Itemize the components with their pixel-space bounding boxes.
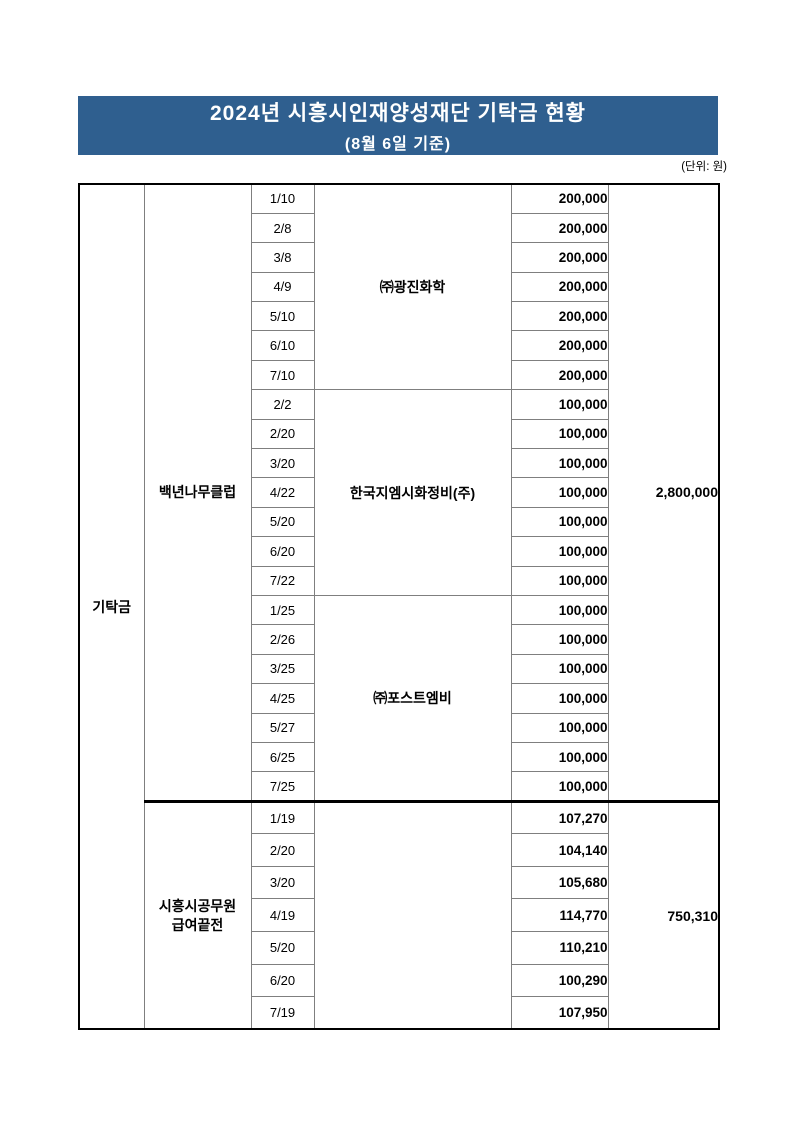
- date-cell: 3/20: [250, 448, 315, 479]
- amount-cell: 107,270: [510, 799, 609, 835]
- date-cell: 2/20: [250, 833, 315, 867]
- date-cell: 1/10: [250, 183, 315, 214]
- amount-cell: 100,000: [510, 683, 609, 714]
- amount-cell: 100,000: [510, 418, 609, 450]
- amount-cell: 107,950: [510, 996, 609, 1030]
- donor-cell: ㈜광진화학: [313, 183, 512, 391]
- amount-cell: 100,000: [510, 771, 609, 802]
- donor-cell: ㈜포스트엠비: [313, 594, 512, 802]
- date-cell: 3/25: [250, 653, 315, 685]
- amount-cell: 100,000: [510, 653, 609, 685]
- date-cell: 2/2: [250, 389, 315, 420]
- date-cell: 1/19: [250, 799, 315, 835]
- category-cell: 기탁금: [78, 183, 145, 1030]
- date-cell: 6/20: [250, 536, 315, 567]
- table-row: 3/20 105,680: [79, 865, 719, 900]
- date-cell: 7/25: [250, 771, 315, 802]
- amount-cell: 100,000: [510, 624, 609, 655]
- table-row: 6/25 100,000: [79, 741, 719, 773]
- date-cell: 4/25: [250, 683, 315, 714]
- table-row: 2/2 한국지엠시화정비(주) 100,000: [79, 389, 719, 596]
- amount-cell: 100,000: [510, 389, 609, 420]
- table-row: 2/26 100,000: [79, 624, 719, 655]
- amount-cell: 100,000: [510, 477, 609, 508]
- date-cell: 5/20: [250, 931, 315, 965]
- amount-cell: 100,000: [510, 712, 609, 743]
- amount-cell: 200,000: [510, 183, 609, 214]
- table-row: 3/25 100,000: [79, 653, 719, 685]
- amount-cell: 100,000: [510, 448, 609, 479]
- donation-table: 기탁금 백년나무클럽 1/10 ㈜광진화학 200,000 2,800,000 2/8 200…: [78, 183, 720, 1031]
- amount-cell: 200,000: [510, 301, 609, 332]
- table-row: 6/20 100,000: [79, 536, 719, 567]
- amount-cell: 200,000: [510, 212, 609, 244]
- table-row: 1/25 ㈜포스트엠비 100,000: [79, 594, 719, 802]
- date-cell: 1/25: [250, 594, 315, 626]
- club-cell: 백년나무클럽: [143, 183, 252, 802]
- amount-cell: 105,680: [510, 865, 609, 900]
- total-cell: 750,310: [607, 799, 720, 1030]
- date-cell: 5/20: [250, 506, 315, 538]
- table-row: 7/19 107,950: [79, 996, 719, 1030]
- table-row: 2/8 200,000: [79, 212, 719, 244]
- date-cell: 3/8: [250, 242, 315, 273]
- document-subtitle: (8월 6일 기준): [344, 136, 452, 153]
- club-cell: 시흥시공무원 급여끝전: [143, 799, 252, 1030]
- table-row: 7/10 200,000: [79, 359, 719, 391]
- date-cell: 7/10: [250, 359, 315, 391]
- date-cell: 5/10: [250, 301, 315, 332]
- amount-cell: 110,210: [510, 931, 609, 965]
- unit-note: (단위: 원): [681, 161, 727, 173]
- table-row: 3/20 100,000: [79, 448, 719, 479]
- date-cell: 4/22: [250, 477, 315, 508]
- date-cell: 6/10: [250, 330, 315, 361]
- date-cell: 2/26: [250, 624, 315, 655]
- amount-cell: 100,000: [510, 506, 609, 538]
- table-row: 5/20 100,000: [79, 506, 719, 538]
- date-cell: 6/25: [250, 741, 315, 773]
- table-row: 7/22 100,000: [79, 565, 719, 596]
- amount-cell: 100,290: [510, 963, 609, 998]
- table-row: 6/20 100,290: [79, 963, 719, 998]
- total-cell: 2,800,000: [607, 183, 720, 802]
- date-cell: 5/27: [250, 712, 315, 743]
- amount-cell: 200,000: [510, 271, 609, 303]
- table-row: 6/10 200,000: [79, 330, 719, 361]
- title-banner: 2024년 시흥시인재양성재단 기탁금 현황 (8월 6일 기준): [78, 96, 718, 155]
- date-cell: 6/20: [250, 963, 315, 998]
- amount-cell: 114,770: [510, 898, 609, 933]
- amount-cell: 200,000: [510, 330, 609, 361]
- donor-cell: [313, 799, 512, 1030]
- document-title: 2024년 시흥시인재양성재단 기탁금 현황: [209, 102, 587, 125]
- amount-cell: 100,000: [510, 565, 609, 596]
- date-cell: 2/20: [250, 418, 315, 450]
- table-row: 4/9 200,000: [79, 271, 719, 303]
- table-row: 4/22 100,000: [79, 477, 719, 508]
- table-row: 시흥시공무원 급여끝전 1/19 107,270 750,310: [79, 799, 720, 1030]
- amount-cell: 200,000: [510, 242, 609, 273]
- amount-cell: 100,000: [510, 594, 609, 626]
- date-cell: 7/22: [250, 565, 315, 596]
- date-cell: 4/19: [250, 898, 315, 933]
- amount-cell: 104,140: [510, 833, 609, 867]
- table-row: 2/20 104,140: [79, 833, 719, 867]
- donor-cell: 한국지엠시화정비(주): [313, 389, 512, 596]
- table-row: 기탁금 백년나무클럽 1/10 ㈜광진화학 200,000 2,800,000: [78, 183, 720, 1030]
- date-cell: 7/19: [250, 996, 315, 1030]
- table-row: 3/8 200,000: [79, 242, 719, 273]
- date-cell: 3/20: [250, 865, 315, 900]
- table-row: 2/20 100,000: [79, 418, 719, 450]
- date-cell: 4/9: [250, 271, 315, 303]
- date-cell: 2/8: [250, 212, 315, 244]
- amount-cell: 100,000: [510, 741, 609, 773]
- amount-cell: 200,000: [510, 359, 609, 391]
- table-row: 4/19 114,770: [79, 898, 719, 933]
- table-row: 5/10 200,000: [79, 301, 719, 332]
- amount-cell: 100,000: [510, 536, 609, 567]
- table-row: 5/20 110,210: [79, 931, 719, 965]
